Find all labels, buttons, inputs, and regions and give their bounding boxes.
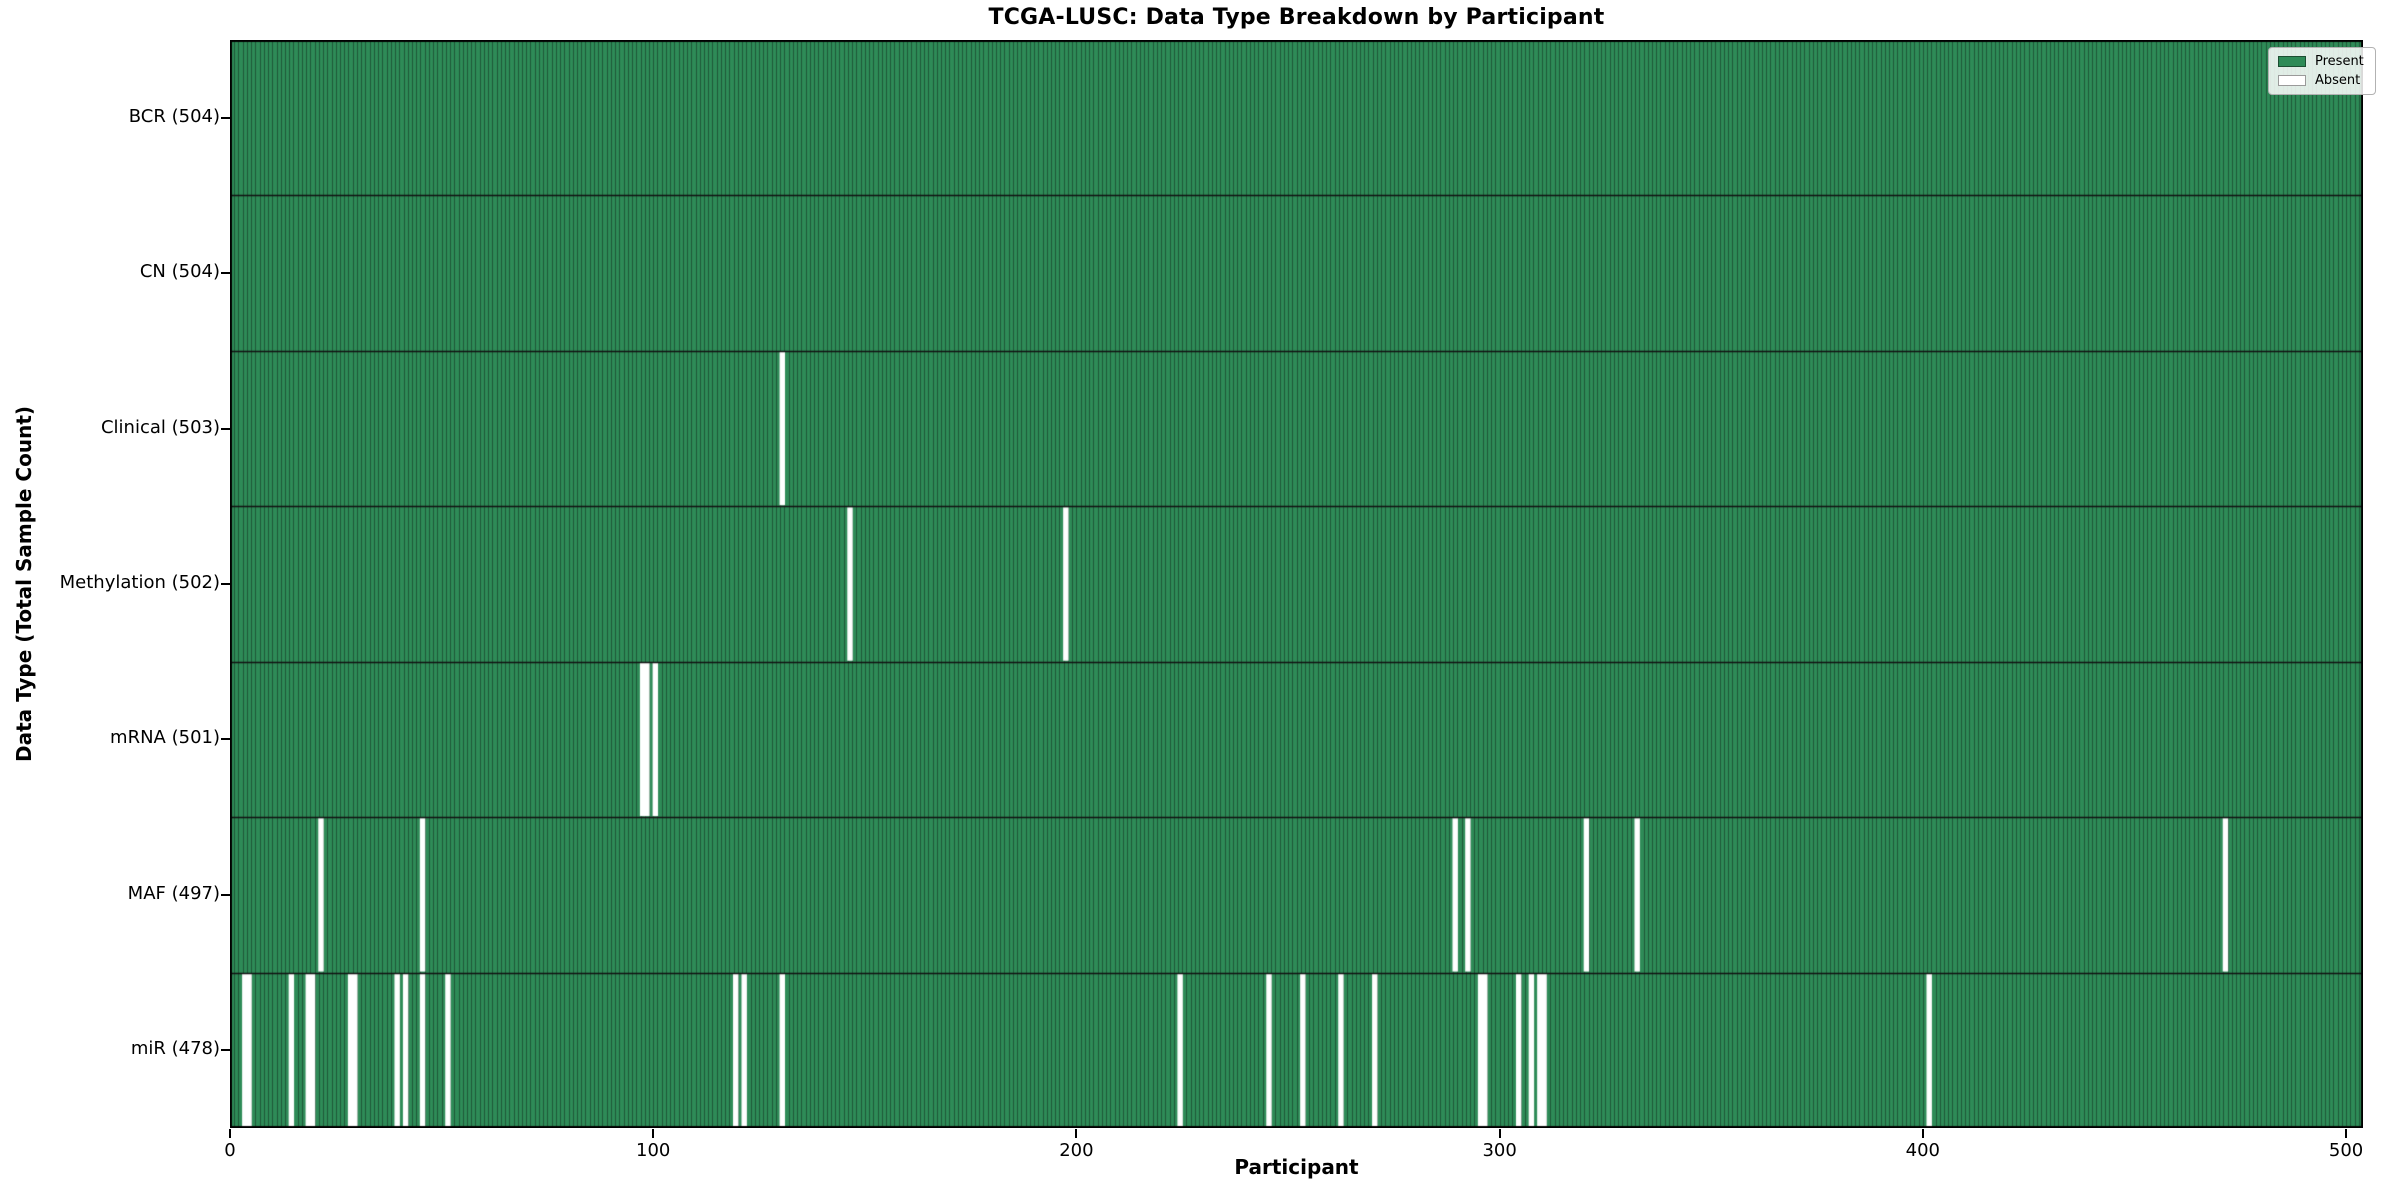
legend-label-present: Present <box>2315 54 2364 69</box>
legend-entry-absent: Absent <box>2278 74 2364 87</box>
absent-swatch <box>2278 75 2306 86</box>
plot-area <box>230 40 2363 1128</box>
y-tick-label: MAF (497) <box>127 882 220 904</box>
x-tick-label: 500 <box>2328 1140 2364 1161</box>
y-tick-label: Methylation (502) <box>59 572 220 593</box>
x-tick-mark <box>652 1129 655 1138</box>
legend: Present Absent <box>2268 47 2376 95</box>
y-tick-mark <box>221 116 230 119</box>
x-tick-mark <box>229 1129 231 1138</box>
x-tick-mark <box>1498 1129 1501 1138</box>
y-tick-mark <box>221 427 230 430</box>
x-tick-label: 0 <box>224 1140 236 1161</box>
present-swatch <box>2278 56 2306 67</box>
y-tick-mark <box>221 893 230 896</box>
y-tick-mark <box>221 583 230 585</box>
x-tick-label: 400 <box>1905 1140 1941 1161</box>
y-tick-label: CN (504) <box>139 261 220 283</box>
heatmap-canvas <box>230 40 2363 1128</box>
legend-label-absent: Absent <box>2315 73 2361 88</box>
legend-entry-present: Present <box>2278 55 2364 68</box>
x-tick-label: 200 <box>1059 1140 1094 1161</box>
chart-title: TCGA-LUSC: Data Type Breakdown by Partic… <box>988 5 1605 30</box>
x-tick-label: 300 <box>1482 1140 1517 1161</box>
y-tick-label: miR (478) <box>130 1038 220 1060</box>
x-tick-mark <box>2345 1129 2348 1138</box>
x-axis-label: Participant <box>1234 1155 1359 1179</box>
x-tick-mark <box>1921 1129 1924 1138</box>
y-tick-mark <box>221 738 230 741</box>
x-tick-label: 100 <box>636 1140 671 1161</box>
y-tick-label: mRNA (501) <box>110 727 220 749</box>
y-tick-mark <box>221 1049 230 1052</box>
y-tick-label: Clinical (503) <box>100 416 220 438</box>
x-tick-mark <box>1075 1129 1078 1138</box>
y-tick-mark <box>221 272 230 275</box>
y-tick-label: BCR (504) <box>128 105 220 127</box>
